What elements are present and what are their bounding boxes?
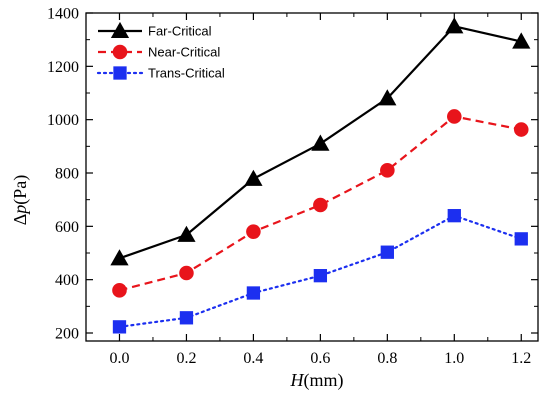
y-tick-label: 600 (55, 219, 79, 236)
x-axis-label-variable: H (290, 370, 305, 390)
data-point-near-critical (447, 109, 462, 124)
x-tick-label: 1.0 (444, 350, 464, 367)
legend-marker-near-critical (112, 44, 128, 60)
data-point-far-critical (244, 169, 263, 186)
x-tick-label: 0.6 (310, 350, 330, 367)
legend-label-trans-critical: Trans-Critical (148, 66, 225, 81)
x-axis-label-unit: (mm) (304, 370, 344, 391)
data-point-near-critical (313, 197, 328, 213)
data-point-trans-critical (447, 209, 461, 223)
data-point-near-critical (112, 283, 127, 298)
y-tick-label: 1200 (47, 59, 79, 76)
legend-label-far-critical: Far-Critical (148, 24, 212, 39)
data-point-trans-critical (246, 286, 261, 300)
legend-label-near-critical: Near-Critical (148, 45, 220, 60)
x-tick-label: 0.0 (109, 350, 129, 367)
legend-marker-far-critical (110, 21, 130, 39)
legend-marker-trans-critical (113, 66, 127, 80)
y-axis-label-variable: p (10, 205, 30, 216)
data-point-near-critical (380, 163, 395, 178)
data-point-far-critical (378, 89, 397, 106)
data-point-far-critical (177, 225, 196, 242)
plot-area (110, 17, 531, 334)
y-tick-label: 800 (55, 166, 79, 183)
axes-frame (85, 12, 539, 342)
x-axis-label: H(mm) (290, 370, 344, 391)
data-point-near-critical (513, 122, 529, 137)
y-tick-label: 1000 (47, 112, 79, 129)
y-axis-label-prefix: Δ (10, 214, 30, 226)
data-point-trans-critical (313, 269, 328, 283)
legend: Far-Critical Near-Critical Trans-Critical (96, 21, 225, 81)
data-point-far-critical (110, 249, 129, 266)
axes: 0.0 0.2 0.4 0.6 0.8 1.0 1.2 200 400 600 800 1000 120… (47, 6, 539, 367)
x-tick-label: 1.2 (511, 350, 531, 367)
data-point-far-critical (512, 32, 531, 49)
y-axis-label-unit: (Pa) (10, 175, 31, 205)
data-point-near-critical (179, 265, 194, 281)
y-axis-label: Δp(Pa) (10, 175, 31, 226)
x-tick-label: 0.4 (243, 350, 263, 367)
data-point-near-critical (246, 224, 261, 239)
data-point-trans-critical (112, 320, 127, 334)
y-tick-label: 400 (55, 272, 79, 289)
data-point-far-critical (445, 17, 464, 34)
data-point-trans-critical (179, 311, 194, 325)
data-point-trans-critical (514, 232, 528, 246)
x-tick-label: 0.8 (377, 350, 397, 367)
y-tick-label: 1400 (47, 6, 79, 23)
data-point-trans-critical (380, 245, 394, 259)
x-tick-label: 0.2 (176, 350, 196, 367)
y-tick-label: 200 (55, 326, 79, 343)
data-point-far-critical (311, 134, 330, 151)
